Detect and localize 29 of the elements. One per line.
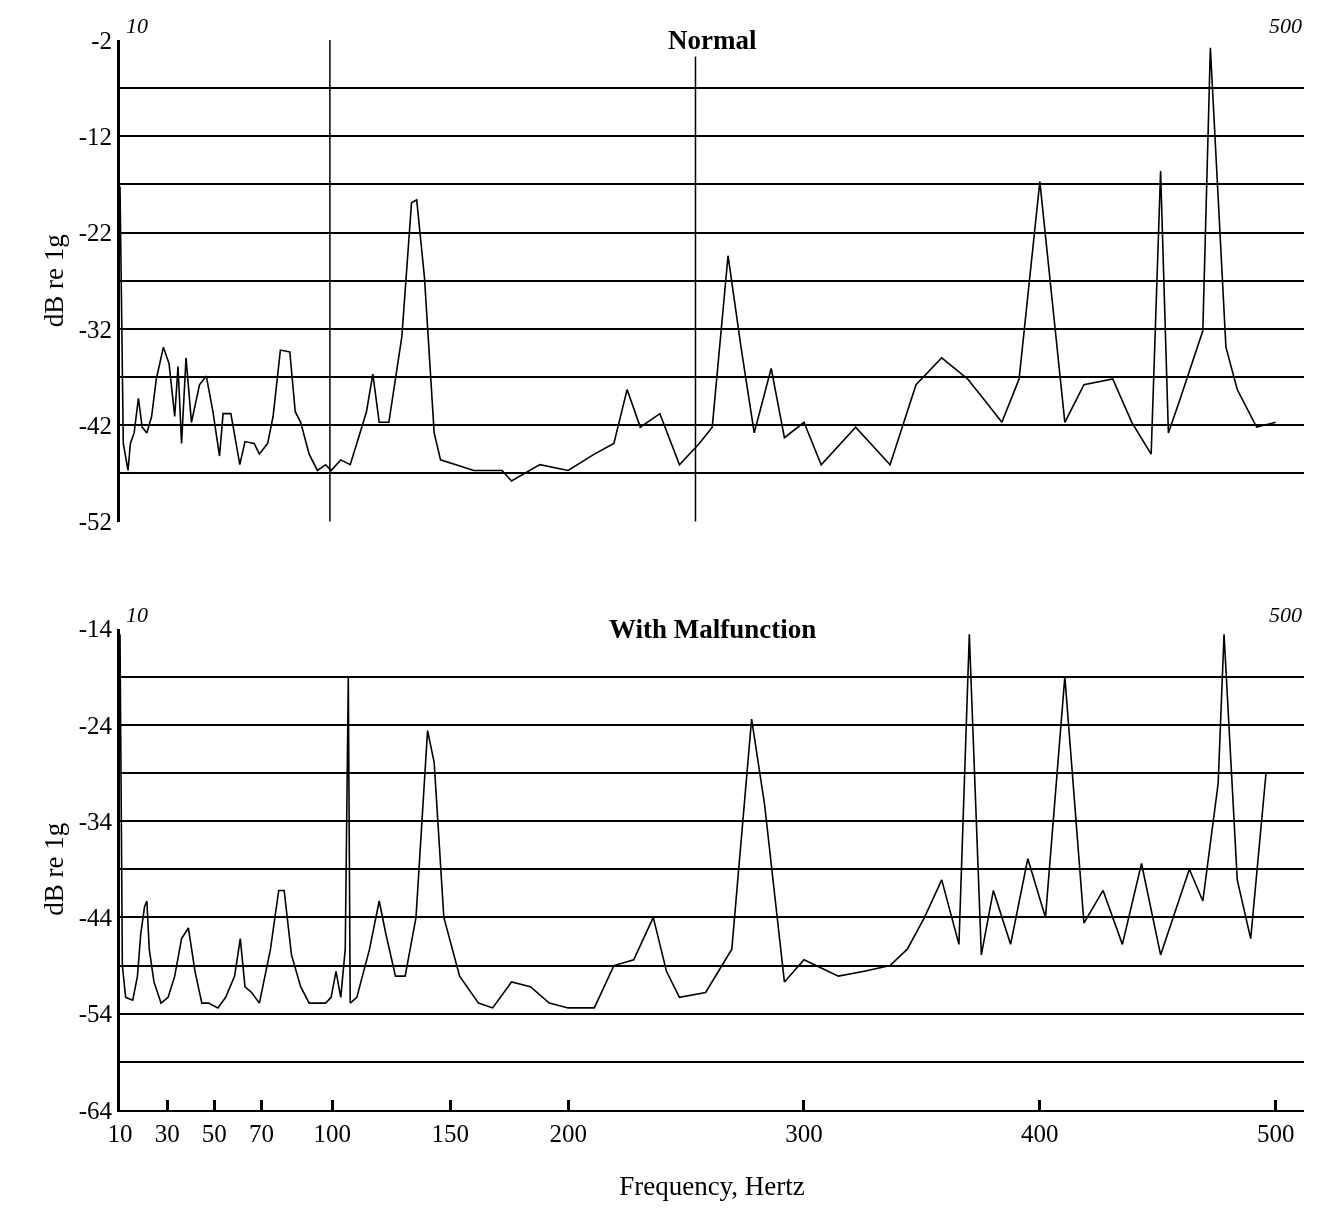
- x-tick-label: 150: [431, 1120, 469, 1147]
- x-tick-label: 300: [785, 1120, 823, 1147]
- y-tick-label: -12: [78, 123, 112, 151]
- y-tick-label: -54: [78, 1000, 113, 1028]
- y-tick-label: -32: [78, 315, 112, 343]
- y-tick-label: -2: [91, 26, 112, 54]
- x-tick-label: 400: [1021, 1120, 1059, 1147]
- y-tick-label: -22: [78, 219, 112, 247]
- x-tick-label: 100: [313, 1120, 352, 1147]
- y-tick-label: -52: [78, 508, 112, 536]
- text: 500: [1269, 13, 1302, 38]
- x-axis-title: Frequency, Hertz: [619, 1170, 805, 1201]
- y-tick-label: -42: [78, 411, 112, 439]
- text: 500: [1269, 602, 1302, 627]
- y-tick-label: -34: [78, 807, 113, 835]
- y-tick-label: -14: [78, 615, 113, 643]
- x-tick-label: 500: [1256, 1120, 1295, 1147]
- text: 10: [126, 602, 148, 627]
- y-tick-label: -44: [78, 904, 113, 932]
- x-tick-label: 200: [549, 1120, 587, 1147]
- chart-title: With Malfunction: [609, 614, 817, 644]
- text: 10: [126, 13, 148, 38]
- chart-title: Normal: [668, 25, 757, 55]
- y-axis-title: dB re 1g: [38, 822, 69, 916]
- x-tick-label: 50: [201, 1120, 227, 1147]
- y-axis-title: dB re 1g: [38, 234, 69, 328]
- x-tick-label: 30: [154, 1120, 180, 1147]
- x-tick-label: 70: [249, 1120, 275, 1147]
- y-tick-label: -24: [78, 711, 113, 739]
